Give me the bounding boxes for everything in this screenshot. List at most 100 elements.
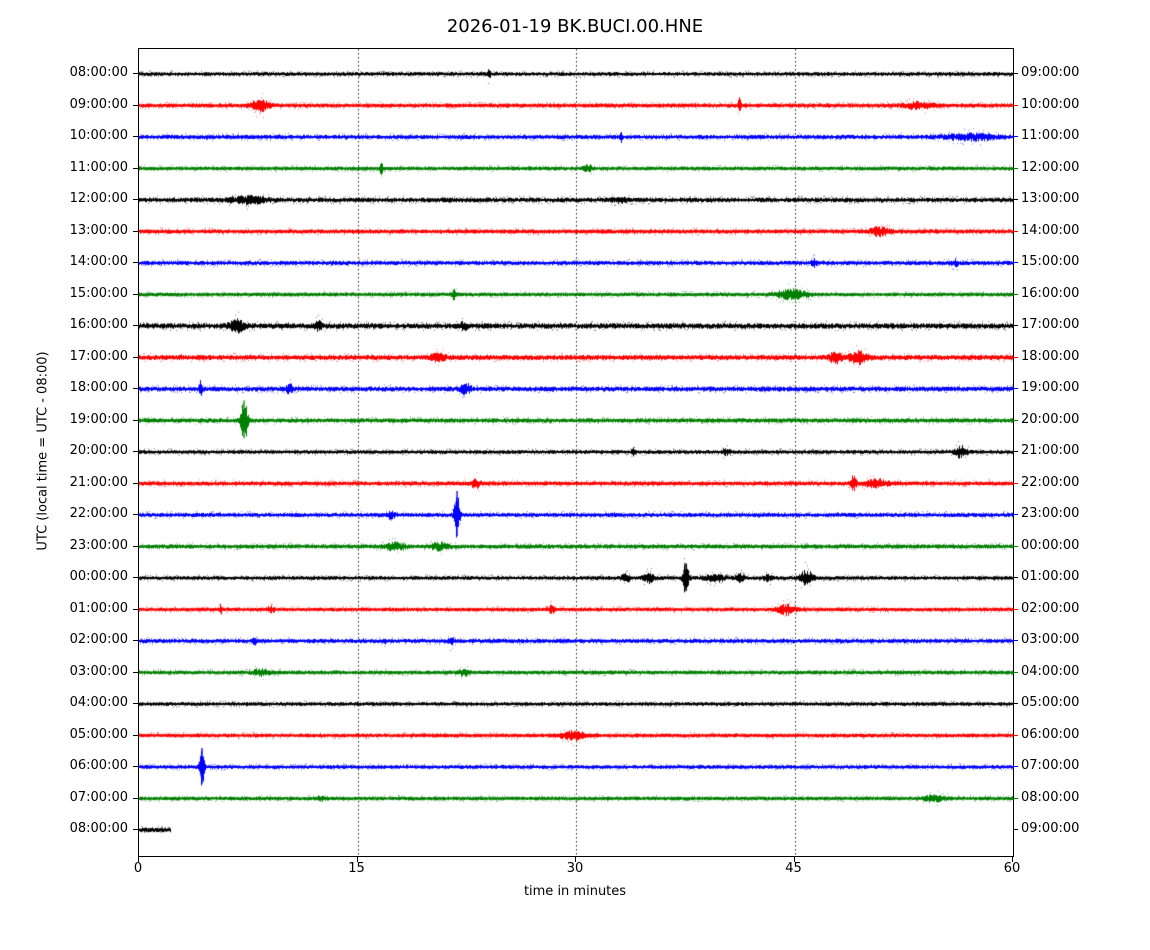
left-time-label: 14:00:00 (69, 254, 128, 269)
y-tick-left (133, 419, 138, 421)
left-time-label: 23:00:00 (69, 537, 128, 553)
x-tick-label: 45 (785, 861, 802, 876)
x-tick (138, 857, 139, 862)
seismogram-canvas (139, 49, 1013, 856)
plot-title: 2026-01-19 BK.BUCI.00.HNE (446, 16, 704, 37)
right-time-label: 04:00:00 (1021, 663, 1080, 679)
y-tick-right (1013, 293, 1018, 295)
left-time-label: 11:00:00 (69, 159, 128, 175)
x-tick (575, 857, 576, 862)
y-tick-right (1013, 262, 1018, 263)
y-tick-right (1013, 671, 1018, 673)
left-time-label: 06:00:00 (69, 758, 128, 773)
y-tick-left (133, 136, 138, 137)
left-time-label: 17:00:00 (69, 348, 128, 364)
right-time-label: 10:00:00 (1021, 96, 1080, 112)
y-tick-right (1013, 167, 1018, 169)
left-time-label: 19:00:00 (69, 411, 128, 427)
y-tick-left (133, 545, 138, 547)
y-tick-right (1013, 734, 1018, 736)
left-time-label: 22:00:00 (69, 506, 128, 521)
y-tick-right (1013, 419, 1018, 421)
y-tick-right (1013, 356, 1018, 358)
left-time-label: 20:00:00 (69, 443, 128, 458)
right-time-label: 11:00:00 (1021, 128, 1080, 143)
right-time-label: 09:00:00 (1021, 65, 1080, 80)
y-tick-right (1013, 545, 1018, 547)
y-tick-right (1013, 514, 1018, 515)
right-time-label: 22:00:00 (1021, 474, 1080, 490)
y-tick-right (1013, 199, 1018, 200)
y-tick-right (1013, 703, 1018, 704)
right-time-label: 14:00:00 (1021, 222, 1080, 238)
left-time-label: 18:00:00 (69, 380, 128, 395)
left-time-label: 13:00:00 (69, 222, 128, 238)
y-tick-right (1013, 640, 1018, 641)
left-time-label: 05:00:00 (69, 726, 128, 742)
right-time-label: 03:00:00 (1021, 632, 1080, 647)
left-time-label: 12:00:00 (69, 191, 128, 206)
right-time-label: 00:00:00 (1021, 537, 1080, 553)
x-tick-label: 0 (133, 861, 143, 876)
right-time-label: 08:00:00 (1021, 789, 1080, 805)
y-tick-left (133, 577, 138, 578)
x-tick-label: 60 (1003, 861, 1021, 876)
left-time-label: 07:00:00 (69, 789, 128, 805)
y-tick-right (1013, 608, 1018, 610)
right-time-label: 16:00:00 (1021, 285, 1080, 301)
left-time-label: 21:00:00 (69, 474, 128, 490)
y-tick-right (1013, 766, 1018, 767)
y-tick-left (133, 797, 138, 799)
y-tick-left (133, 640, 138, 641)
left-time-label: 10:00:00 (69, 128, 128, 143)
left-time-label: 04:00:00 (69, 695, 128, 710)
y-tick-left (133, 325, 138, 326)
right-time-label: 17:00:00 (1021, 317, 1080, 332)
y-tick-left (133, 514, 138, 515)
y-tick-right (1013, 325, 1018, 326)
y-tick-left (133, 608, 138, 610)
left-time-label: 02:00:00 (69, 632, 128, 647)
y-tick-right (1013, 797, 1018, 799)
right-time-label: 19:00:00 (1021, 380, 1080, 395)
left-time-label: 08:00:00 (69, 65, 128, 80)
y-axis-right-labels: 09:00:00 10:00:00 11:00:00 12:00:00 13:00:00… (1021, 0, 1141, 950)
right-time-label: 02:00:00 (1021, 600, 1080, 616)
y-tick-right (1013, 136, 1018, 137)
right-time-label: 21:00:00 (1021, 443, 1080, 458)
y-tick-right (1013, 829, 1018, 830)
y-tick-left (133, 73, 138, 74)
right-time-label: 18:00:00 (1021, 348, 1080, 364)
right-time-label: 06:00:00 (1021, 726, 1080, 742)
right-time-label: 07:00:00 (1021, 758, 1080, 773)
left-time-label: 08:00:00 (69, 821, 128, 836)
y-tick-left (133, 766, 138, 767)
right-time-label: 09:00:00 (1021, 821, 1080, 836)
y-tick-left (133, 104, 138, 106)
right-time-label: 13:00:00 (1021, 191, 1080, 206)
y-tick-right (1013, 230, 1018, 232)
left-time-label: 03:00:00 (69, 663, 128, 679)
y-tick-left (133, 482, 138, 484)
y-axis-left-labels: 08:00:00 09:00:00 10:00:00 11:00:00 12:00:00… (0, 0, 128, 950)
left-time-label: 15:00:00 (69, 285, 128, 301)
y-tick-right (1013, 73, 1018, 74)
y-tick-left (133, 262, 138, 263)
x-tick (357, 857, 358, 862)
right-time-label: 23:00:00 (1021, 506, 1080, 521)
y-tick-left (133, 451, 138, 452)
y-tick-right (1013, 388, 1018, 389)
y-tick-right (1013, 482, 1018, 484)
y-tick-right (1013, 451, 1018, 452)
y-tick-right (1013, 577, 1018, 578)
left-time-label: 09:00:00 (69, 96, 128, 112)
left-time-label: 01:00:00 (69, 600, 128, 616)
left-time-label: 16:00:00 (69, 317, 128, 332)
right-time-label: 01:00:00 (1021, 569, 1080, 584)
y-tick-left (133, 734, 138, 736)
x-tick (794, 857, 795, 862)
right-time-label: 20:00:00 (1021, 411, 1080, 427)
y-tick-left (133, 293, 138, 295)
y-tick-left (133, 230, 138, 232)
